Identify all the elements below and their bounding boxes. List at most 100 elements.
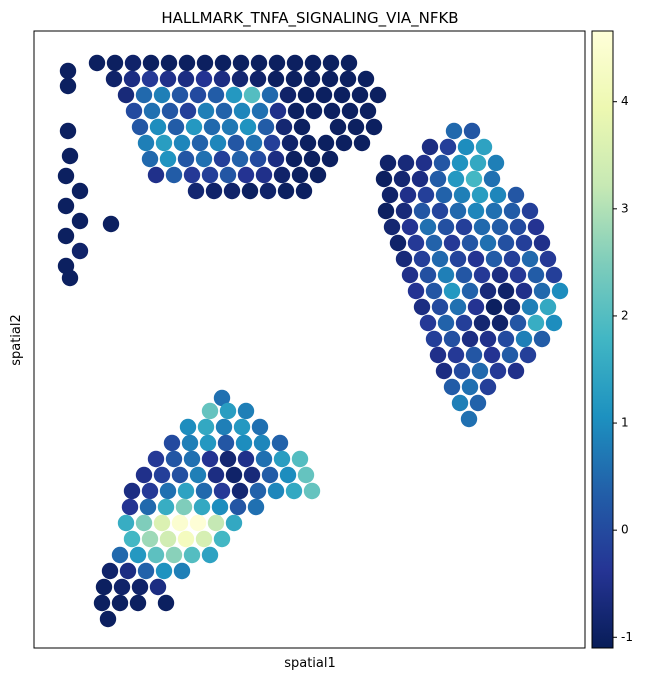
spot [329,118,347,136]
spot [71,242,89,260]
spot [113,578,131,596]
spot [196,54,214,72]
spot [473,314,491,332]
spot [213,482,231,500]
spot [521,298,539,316]
spot [71,212,89,230]
spot [165,546,183,564]
spot [171,514,189,532]
spot [515,282,533,300]
spot [223,182,241,200]
chart-title: HALLMARK_TNFA_SIGNALING_VIA_NFKB [161,9,458,28]
colorbar-tick-label: 4 [621,94,629,108]
spot [57,227,75,245]
spot [195,150,213,168]
spot [479,282,497,300]
spot [309,166,327,184]
spot [451,154,469,172]
spot [183,546,201,564]
spot [171,466,189,484]
spot [291,450,309,468]
spot [415,154,433,172]
spot [119,562,137,580]
spot [131,578,149,596]
spot [215,418,233,436]
spot [447,170,465,188]
colorbar-tick-label: 2 [621,308,629,322]
spot [177,530,195,548]
spot [193,498,211,516]
spot [443,378,461,396]
spot [419,266,437,284]
spot [305,102,323,120]
spot [365,118,383,136]
spot [219,450,237,468]
spot [501,346,519,364]
spot [163,434,181,452]
spot [303,70,321,88]
spot [509,314,527,332]
spot [539,250,557,268]
spot [173,562,191,580]
spot [467,202,485,220]
spot [247,498,265,516]
spot [479,234,497,252]
spot [195,530,213,548]
spot [519,346,537,364]
spot [61,147,79,165]
spot [357,70,375,88]
spot [503,202,521,220]
spot [232,54,250,72]
spot [515,330,533,348]
spot [425,282,443,300]
spot [213,150,231,168]
spot [101,562,119,580]
spot [465,170,483,188]
spot [455,218,473,236]
spot [117,514,135,532]
spot [243,86,261,104]
spot [545,314,563,332]
spot [487,154,505,172]
spot [339,70,357,88]
spot [269,102,287,120]
spot [321,150,339,168]
spot [147,166,165,184]
spot [57,197,75,215]
spot [407,282,425,300]
spot [429,346,447,364]
spot [279,86,297,104]
spot [533,234,551,252]
spot [139,498,157,516]
spot [59,77,77,95]
spot [219,166,237,184]
spot [297,466,315,484]
spot [95,578,113,596]
spot [303,150,321,168]
spot [431,298,449,316]
spot [407,234,425,252]
spot [249,150,267,168]
spot [285,150,303,168]
spot [437,314,455,332]
spot [333,86,351,104]
spot [455,314,473,332]
spot [211,498,229,516]
spot [177,150,195,168]
spot [243,466,261,484]
colorbar-tick-label: 1 [621,416,629,430]
spot [431,250,449,268]
spot [227,134,245,152]
spot [259,182,277,200]
spot [413,298,431,316]
spot [88,54,106,72]
spot [137,562,155,580]
spot [241,182,259,200]
spot [451,394,469,412]
spot [411,170,429,188]
spot [449,298,467,316]
spot [201,450,219,468]
spot [155,562,173,580]
spot [419,314,437,332]
spot [533,330,551,348]
